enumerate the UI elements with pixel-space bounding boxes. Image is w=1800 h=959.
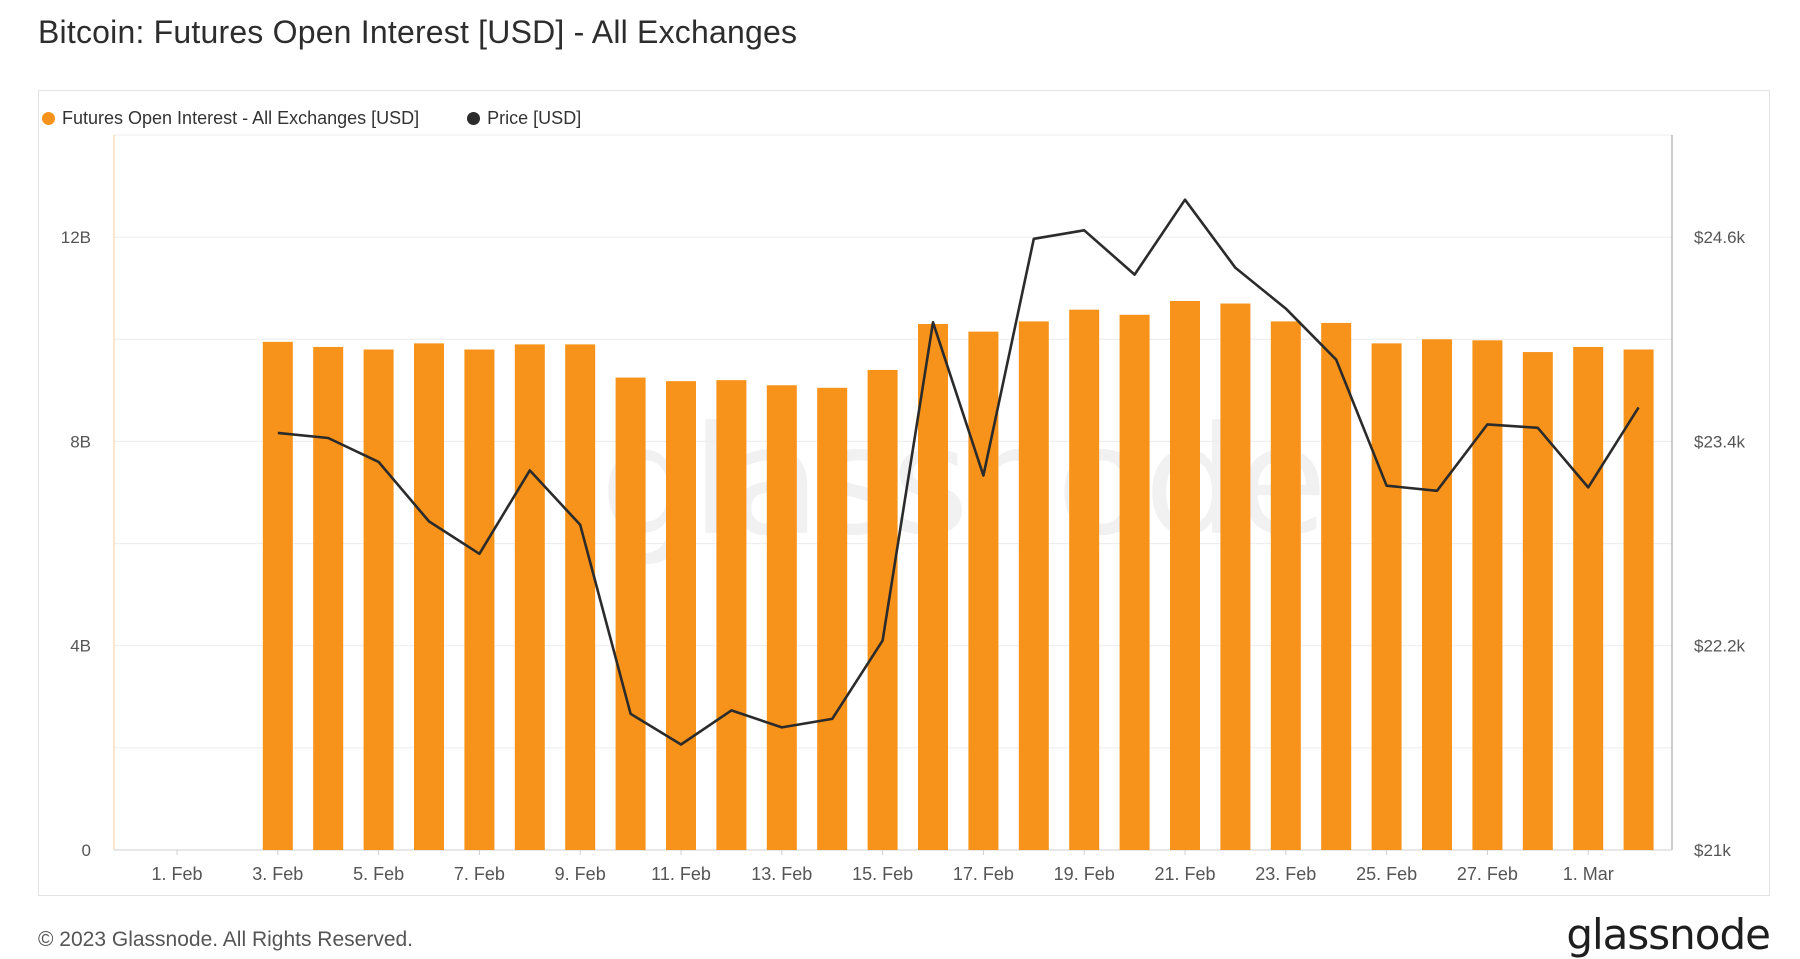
x-tick-label: 9. Feb — [555, 864, 606, 884]
legend-item-price[interactable]: Price [USD] — [467, 108, 581, 129]
bar — [1522, 352, 1553, 850]
bar — [1018, 321, 1049, 850]
x-tick-label: 17. Feb — [953, 864, 1014, 884]
bar — [565, 344, 596, 850]
bar — [666, 381, 696, 850]
y-left-tick-label: 8B — [70, 432, 91, 451]
y-left-tick-label: 12B — [61, 228, 91, 247]
y-left-tick-label: 4B — [70, 637, 91, 656]
x-tick-label: 7. Feb — [454, 864, 505, 884]
bar — [464, 349, 495, 850]
legend-label-price: Price [USD] — [487, 108, 582, 128]
price-line — [277, 198, 1640, 746]
bar — [716, 380, 747, 850]
y-right-tick-label: $21k — [1694, 841, 1731, 860]
bar — [262, 341, 293, 850]
x-tick-label: 25. Feb — [1356, 864, 1417, 884]
bar — [817, 387, 848, 850]
x-tick-label: 21. Feb — [1154, 864, 1215, 884]
x-tick-label: 3. Feb — [252, 864, 303, 884]
x-tick-label: 5. Feb — [353, 864, 404, 884]
bar — [1573, 346, 1604, 850]
bar — [1170, 300, 1200, 850]
bar — [1321, 322, 1352, 850]
y-right-tick-label: $22.2k — [1694, 637, 1746, 656]
bar — [766, 385, 797, 850]
bar — [1472, 340, 1503, 850]
bar — [414, 343, 444, 850]
legend-label-open-interest: Futures Open Interest - All Exchanges [U… — [62, 108, 420, 128]
chart-legend: Futures Open Interest - All Exchanges [U… — [42, 108, 581, 129]
x-tick-label: 15. Feb — [852, 864, 913, 884]
bar — [1270, 321, 1301, 850]
bar — [514, 344, 545, 850]
bar — [1623, 349, 1654, 850]
bar — [1422, 339, 1452, 850]
bar — [918, 323, 948, 850]
bar — [1119, 314, 1150, 850]
bar — [363, 349, 394, 850]
x-tick-label: 1. Mar — [1563, 864, 1614, 884]
x-tick-label: 19. Feb — [1054, 864, 1115, 884]
legend-dot-open-interest — [42, 112, 55, 125]
y-right-tick-label: $24.6k — [1694, 228, 1746, 247]
bar — [313, 346, 344, 850]
x-tick-label: 23. Feb — [1255, 864, 1316, 884]
bar — [867, 369, 898, 850]
bar — [1371, 343, 1402, 850]
copyright-footer: © 2023 Glassnode. All Rights Reserved. — [38, 928, 414, 951]
bar — [1220, 303, 1251, 850]
x-tick-label: 1. Feb — [151, 864, 202, 884]
bar — [968, 331, 999, 850]
glassnode-logo: glassnode — [1566, 910, 1771, 959]
x-tick-label: 11. Feb — [651, 864, 711, 884]
chart-title: Bitcoin: Futures Open Interest [USD] - A… — [38, 14, 798, 50]
bar — [1069, 309, 1100, 850]
legend-dot-price — [467, 112, 481, 125]
legend-item-open-interest[interactable]: Futures Open Interest - All Exchanges [U… — [42, 108, 419, 129]
y-left-tick-label: 0 — [82, 841, 91, 860]
x-tick-label: 27. Feb — [1457, 864, 1518, 884]
x-tick-label: 13. Feb — [751, 864, 812, 884]
bar — [615, 377, 646, 850]
y-right-tick-label: $23.4k — [1694, 432, 1746, 451]
